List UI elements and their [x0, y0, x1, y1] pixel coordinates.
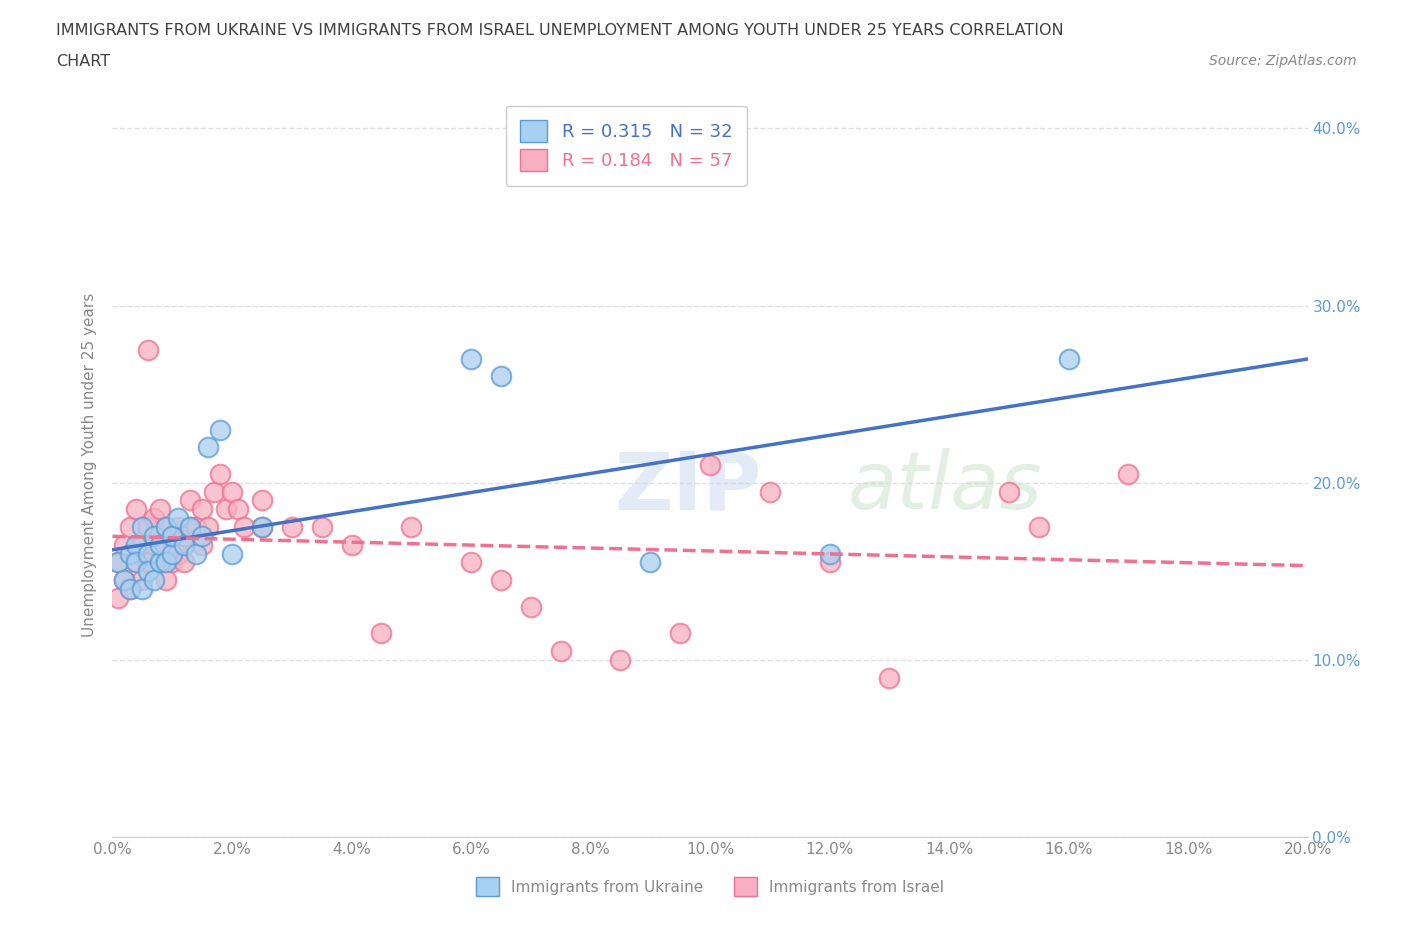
Point [233, 520, 256, 535]
Point [114, 573, 135, 588]
Point [998, 485, 1021, 499]
Point [370, 626, 392, 641]
Point [226, 502, 249, 517]
Point [107, 591, 129, 605]
Point [138, 555, 160, 570]
Point [489, 573, 512, 588]
Point [209, 422, 232, 437]
Point [120, 546, 142, 561]
Point [138, 564, 160, 578]
Point [155, 573, 177, 588]
Point [173, 528, 195, 543]
Point [131, 520, 153, 535]
Point [340, 538, 363, 552]
Point [489, 369, 512, 384]
Text: atlas: atlas [848, 448, 1042, 526]
Point [149, 555, 172, 570]
Point [221, 546, 243, 561]
Point [114, 573, 135, 588]
Point [191, 538, 214, 552]
Point [167, 546, 190, 561]
Point [759, 485, 782, 499]
Point [162, 546, 183, 561]
Point [221, 485, 243, 499]
Point [215, 502, 238, 517]
Point [125, 502, 148, 517]
Point [167, 520, 190, 535]
Point [143, 573, 166, 588]
Point [669, 626, 692, 641]
Point [149, 502, 172, 517]
Text: IMMIGRANTS FROM UKRAINE VS IMMIGRANTS FROM ISRAEL UNEMPLOYMENT AMONG YOUTH UNDER: IMMIGRANTS FROM UKRAINE VS IMMIGRANTS FR… [56, 23, 1064, 38]
Point [120, 581, 142, 596]
Point [197, 520, 219, 535]
Point [162, 528, 183, 543]
Point [281, 520, 304, 535]
Point [179, 520, 201, 535]
Point [550, 644, 572, 658]
Point [107, 555, 129, 570]
Point [125, 555, 148, 570]
Point [191, 528, 214, 543]
Point [179, 520, 201, 535]
Point [131, 581, 153, 596]
Point [131, 538, 153, 552]
Point [186, 520, 208, 535]
Point [114, 538, 135, 552]
Point [143, 528, 166, 543]
Point [520, 599, 543, 614]
Point [120, 581, 142, 596]
Point [186, 546, 208, 561]
Point [818, 555, 841, 570]
Point [138, 520, 160, 535]
Point [173, 555, 195, 570]
Point [155, 555, 177, 570]
Point [250, 520, 273, 535]
Text: Source: ZipAtlas.com: Source: ZipAtlas.com [1209, 54, 1357, 68]
Point [162, 555, 183, 570]
Point [1028, 520, 1050, 535]
Point [149, 538, 172, 552]
Point [155, 520, 177, 535]
Point [191, 502, 214, 517]
Point [167, 511, 190, 525]
Point [699, 458, 721, 472]
Point [460, 555, 482, 570]
Point [138, 546, 160, 561]
Point [209, 467, 232, 482]
Legend: Immigrants from Ukraine, Immigrants from Israel: Immigrants from Ukraine, Immigrants from… [468, 870, 952, 904]
Point [202, 485, 225, 499]
Text: ZIP: ZIP [614, 448, 762, 526]
Point [1118, 467, 1140, 482]
Point [155, 520, 177, 535]
Point [131, 573, 153, 588]
Point [138, 342, 160, 357]
Point [143, 538, 166, 552]
Point [197, 440, 219, 455]
Point [173, 538, 195, 552]
Point [879, 671, 901, 685]
Point [107, 555, 129, 570]
Point [149, 555, 172, 570]
Point [162, 528, 183, 543]
Point [250, 493, 273, 508]
Point [311, 520, 333, 535]
Point [120, 520, 142, 535]
Point [125, 555, 148, 570]
Point [179, 493, 201, 508]
Point [460, 352, 482, 366]
Y-axis label: Unemployment Among Youth under 25 years: Unemployment Among Youth under 25 years [82, 293, 97, 637]
Point [401, 520, 423, 535]
Point [125, 538, 148, 552]
Text: CHART: CHART [56, 54, 110, 69]
Point [250, 520, 273, 535]
Point [1057, 352, 1080, 366]
Point [143, 511, 166, 525]
Point [609, 653, 631, 668]
Point [818, 546, 841, 561]
Point [640, 555, 662, 570]
